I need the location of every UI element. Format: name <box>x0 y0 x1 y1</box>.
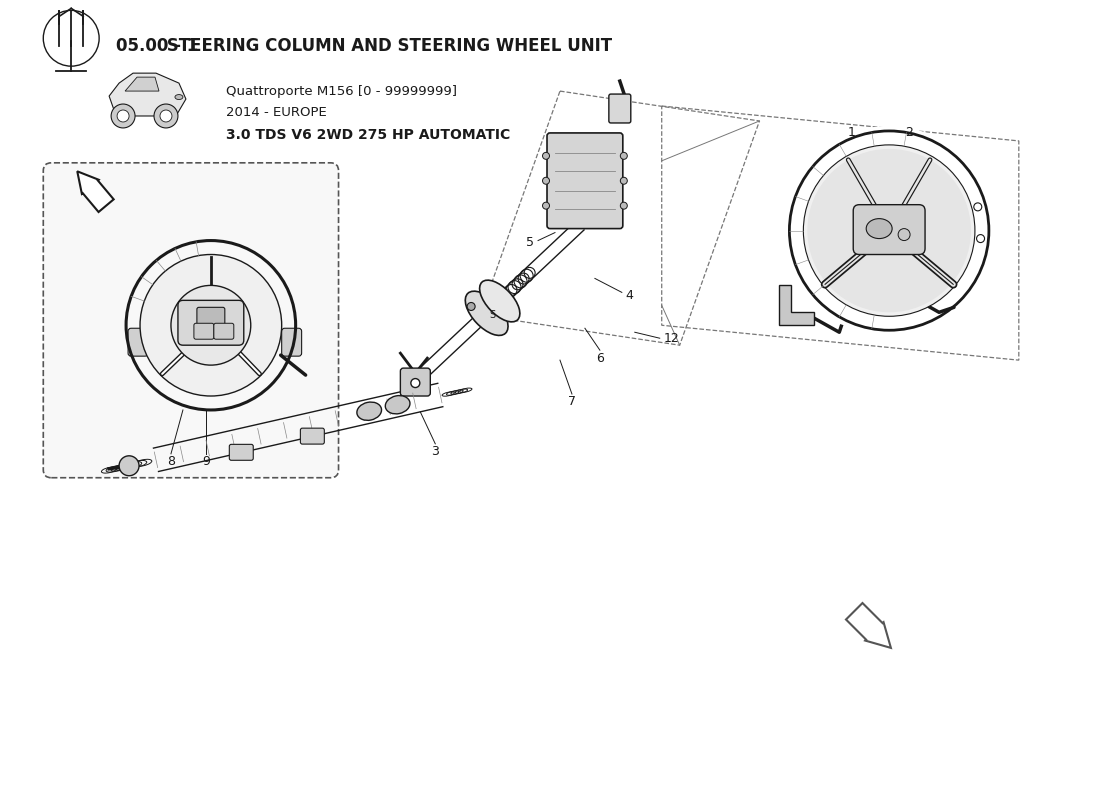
Polygon shape <box>780 286 814 326</box>
Text: 1: 1 <box>847 126 855 139</box>
FancyBboxPatch shape <box>213 323 234 339</box>
Polygon shape <box>77 171 113 212</box>
Circle shape <box>111 104 135 128</box>
Circle shape <box>542 178 550 184</box>
Text: S: S <box>490 310 496 320</box>
Circle shape <box>620 152 627 159</box>
Circle shape <box>117 110 129 122</box>
Text: Quattroporte M156 [0 - 99999999]: Quattroporte M156 [0 - 99999999] <box>226 85 456 98</box>
Circle shape <box>542 202 550 209</box>
Ellipse shape <box>480 280 520 322</box>
FancyBboxPatch shape <box>547 133 623 229</box>
Circle shape <box>411 378 420 387</box>
Circle shape <box>807 149 971 312</box>
Circle shape <box>974 203 982 211</box>
FancyBboxPatch shape <box>197 307 224 326</box>
Circle shape <box>170 286 251 365</box>
Text: 3.0 TDS V6 2WD 275 HP AUTOMATIC: 3.0 TDS V6 2WD 275 HP AUTOMATIC <box>226 128 510 142</box>
Text: 2: 2 <box>905 126 913 139</box>
FancyBboxPatch shape <box>282 328 301 356</box>
Text: 4: 4 <box>626 289 634 302</box>
Ellipse shape <box>175 94 183 99</box>
Circle shape <box>784 126 994 335</box>
Circle shape <box>468 302 475 310</box>
Text: 8: 8 <box>167 455 175 468</box>
Text: 2014 - EUROPE: 2014 - EUROPE <box>226 106 327 119</box>
Ellipse shape <box>866 218 892 238</box>
Polygon shape <box>125 77 160 91</box>
Circle shape <box>977 234 985 242</box>
Ellipse shape <box>385 395 410 414</box>
Circle shape <box>160 110 172 122</box>
FancyBboxPatch shape <box>300 428 324 444</box>
Text: 6: 6 <box>596 352 604 365</box>
Circle shape <box>803 145 975 316</box>
FancyBboxPatch shape <box>229 444 253 460</box>
FancyBboxPatch shape <box>128 328 148 356</box>
Circle shape <box>542 152 550 159</box>
Circle shape <box>620 202 627 209</box>
Text: 5: 5 <box>526 236 535 249</box>
FancyBboxPatch shape <box>194 323 213 339</box>
FancyBboxPatch shape <box>178 300 244 345</box>
Text: 12: 12 <box>663 332 680 345</box>
Circle shape <box>898 229 910 241</box>
Polygon shape <box>109 73 186 116</box>
Text: STEERING COLUMN AND STEERING WHEEL UNIT: STEERING COLUMN AND STEERING WHEEL UNIT <box>161 38 612 55</box>
Text: 05.00 - 1: 05.00 - 1 <box>117 38 198 55</box>
Text: 3: 3 <box>431 446 439 458</box>
FancyBboxPatch shape <box>400 368 430 396</box>
FancyBboxPatch shape <box>854 205 925 254</box>
Text: 9: 9 <box>202 455 210 468</box>
Circle shape <box>119 456 139 476</box>
FancyBboxPatch shape <box>43 163 339 478</box>
Circle shape <box>140 254 282 396</box>
Ellipse shape <box>356 402 382 420</box>
Circle shape <box>154 104 178 128</box>
FancyBboxPatch shape <box>609 94 630 123</box>
Polygon shape <box>846 603 891 648</box>
Ellipse shape <box>465 291 508 335</box>
Text: 7: 7 <box>568 395 576 409</box>
Circle shape <box>620 178 627 184</box>
